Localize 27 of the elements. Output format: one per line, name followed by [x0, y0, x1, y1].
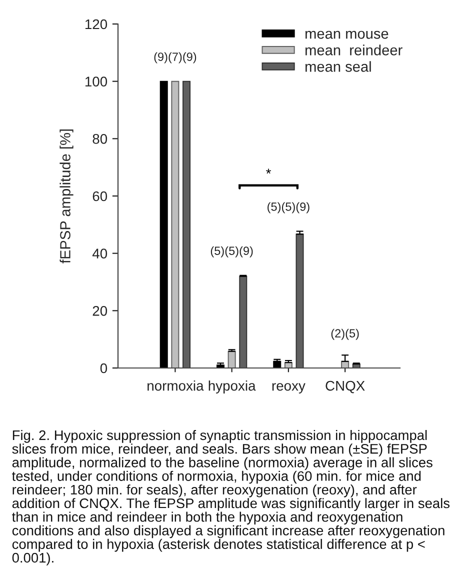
y-tick-label: 0 [100, 363, 108, 374]
legend-label: mean reindeer [306, 44, 402, 56]
bar [182, 80, 191, 368]
annotation: (9)(7)(9) [154, 52, 196, 64]
bar [160, 80, 168, 368]
annotation: (5)(5)(9) [268, 202, 310, 214]
y-tick-label: 40 [92, 248, 108, 259]
annotation: (2)(5) [331, 328, 359, 340]
annotation: * [266, 168, 272, 174]
bar [228, 350, 236, 368]
x-tick-label: hypoxia [208, 380, 256, 394]
bar [296, 234, 304, 368]
y-tick-label: 120 [85, 19, 108, 30]
x-tick-label: CNQX [326, 380, 365, 394]
y-tick-label: 60 [92, 191, 108, 202]
bar [171, 80, 180, 368]
x-tick-label: normoxia [148, 380, 204, 391]
y-tick-label: 80 [92, 134, 108, 144]
text: Fig. 2. Hypoxic suppression of synaptic transmission in hippocampal slices from mice, reindeer, and seals. Bars show mean (±SE) fEPSP amplitude, normalized to the baseline (normoxia) average in all slices tested, under conditions of normoxia, hypoxia (60 min. for mice and reindeer; 180 min. for seals), after reoxygenation (reoxy), and after addition of CNQX. The fEPSP amplitude was significantly larger in seals than in mice and reindeer in both the hypoxia and reoxygenation conditions and also displayed a significant increase after reoxygenation compared to in hypoxia (asterisk denotes statistical difference at p < 0.001). [12, 430, 450, 566]
y-tick-label: 20 [92, 306, 108, 316]
y-axis-title: fEPSP amplitude [%] [60, 129, 74, 264]
x-tick-label: reoxy [272, 383, 306, 394]
y-tick-label: 100 [85, 76, 108, 87]
legend-label: mean seal [306, 61, 371, 72]
bar [239, 276, 248, 368]
legend-label: mean mouse [306, 30, 388, 39]
annotation: (5)(5)(9) [210, 246, 253, 258]
